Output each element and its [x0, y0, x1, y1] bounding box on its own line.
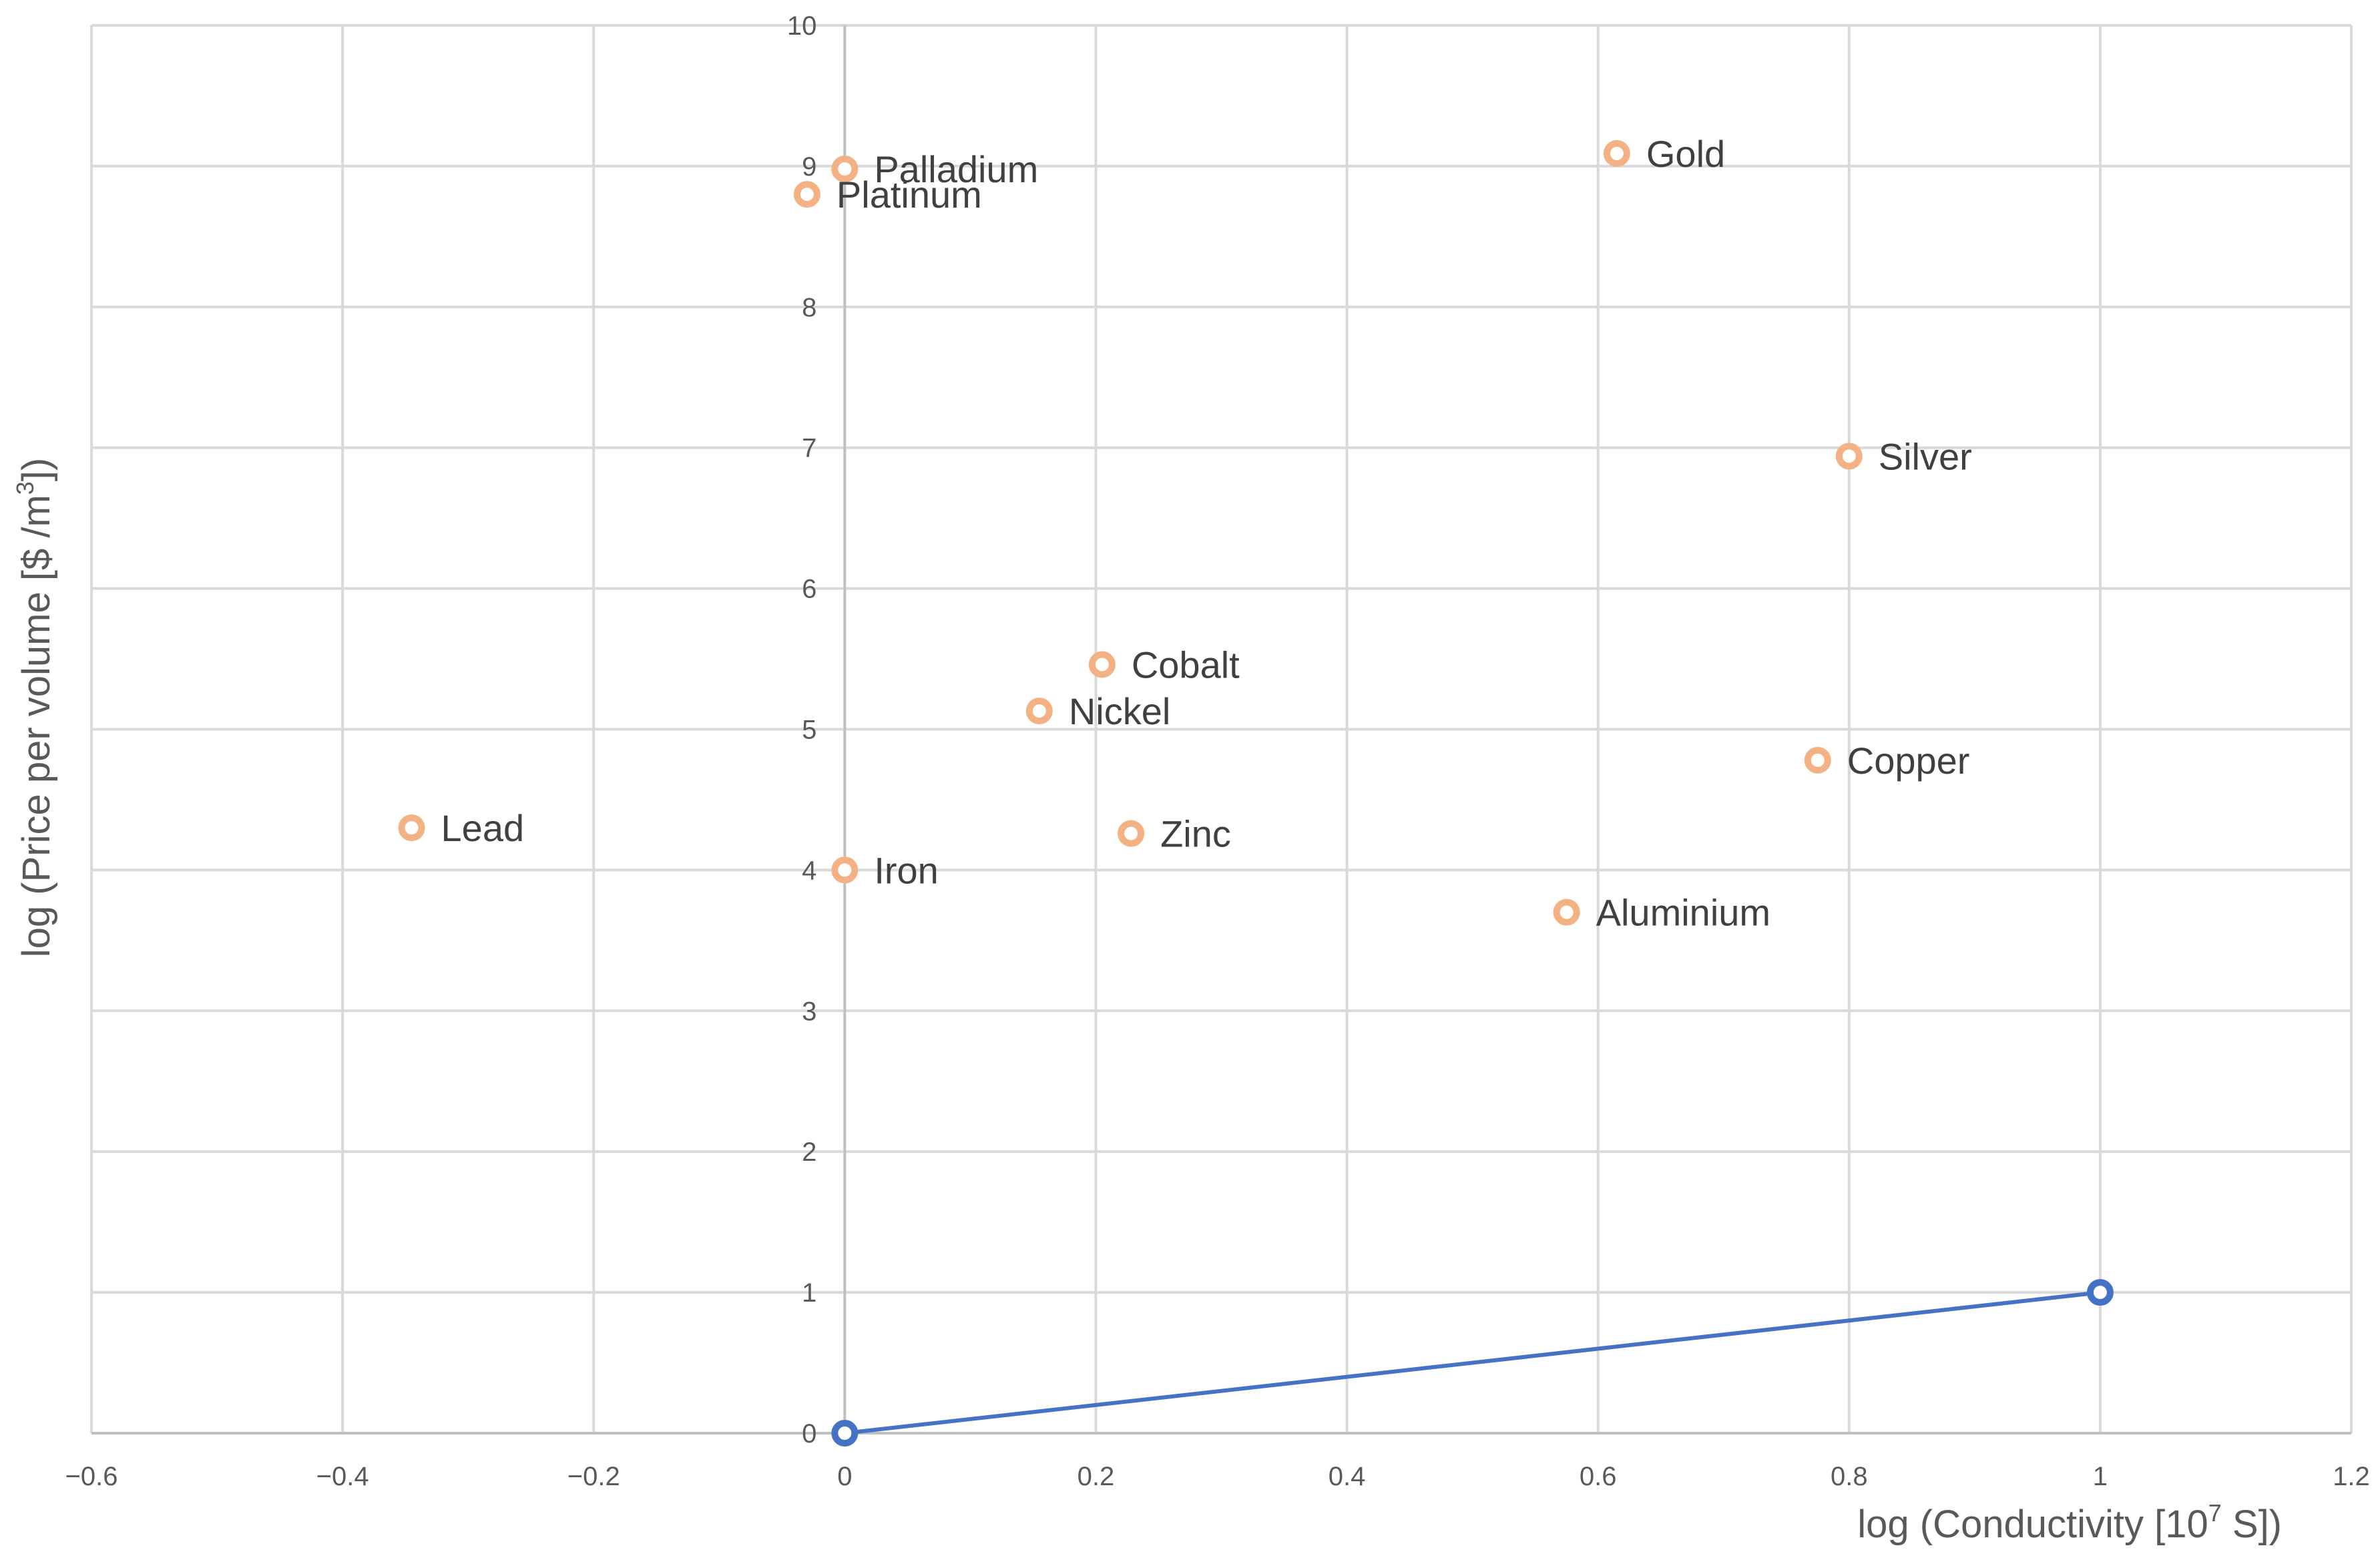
y-tick-label: 9 — [802, 152, 816, 182]
x-tick-label: 0 — [837, 1462, 852, 1491]
x-tick-label: 1.2 — [2333, 1462, 2370, 1491]
x-tick-label: 0.4 — [1329, 1462, 1366, 1491]
y-tick-label: 7 — [802, 434, 816, 463]
y-tick-label: 6 — [802, 575, 816, 604]
x-tick-label: 0.2 — [1078, 1462, 1115, 1491]
y-tick-label: 5 — [802, 716, 816, 745]
data-label: Zinc — [1160, 813, 1231, 855]
y-tick-label: 3 — [802, 997, 816, 1026]
x-tick-label: −0.2 — [567, 1462, 620, 1491]
data-point — [831, 1420, 859, 1447]
data-point — [831, 856, 859, 884]
data-label: Palladium — [874, 148, 1038, 190]
x-axis-title: log (Conductivity [107 S]) — [1857, 1499, 2282, 1546]
x-tick-label: −0.4 — [316, 1462, 369, 1491]
data-point — [1804, 746, 1831, 774]
data-point — [1025, 698, 1053, 725]
x-tick-labels: −0.6 −0.4 −0.2 0 0.2 0.4 0.6 0.8 1 1.2 — [65, 1462, 2370, 1491]
data-label: Copper — [1847, 740, 1970, 782]
x-tick-label: 0.6 — [1580, 1462, 1617, 1491]
x-tick-label: 0.8 — [1831, 1462, 1868, 1491]
axes — [91, 25, 2351, 1435]
x-tick-label: 1 — [2093, 1462, 2108, 1491]
data-label: Gold — [1646, 133, 1725, 175]
data-label: Iron — [874, 849, 939, 891]
data-label: Platinum — [837, 174, 982, 216]
blue-series-line — [844, 1290, 2101, 1435]
y-tick-label: 1 — [802, 1278, 816, 1308]
data-point — [1118, 820, 1145, 847]
data-label: Nickel — [1069, 690, 1170, 732]
data-point — [2086, 1279, 2114, 1306]
y-axis-title: log (Price per volume [$ /m3]) — [11, 458, 58, 958]
y-tick-label: 0 — [802, 1419, 816, 1449]
data-label: Cobalt — [1132, 643, 1240, 686]
x-tick-label: −0.6 — [65, 1462, 118, 1491]
data-point — [1088, 651, 1116, 678]
data-point — [1835, 443, 1863, 470]
y-tick-labels: 0 1 2 3 4 5 6 7 8 9 10 — [787, 11, 817, 1449]
data-point — [831, 156, 859, 183]
data-point — [1553, 898, 1580, 926]
horizontal-gridlines — [91, 24, 2351, 1294]
data-point — [1603, 140, 1630, 167]
y-tick-label: 4 — [802, 856, 816, 885]
y-tick-label: 10 — [787, 11, 817, 41]
data-label: Silver — [1879, 435, 1972, 477]
data-points — [398, 140, 2114, 1447]
data-point — [398, 814, 425, 842]
series-line-segment — [844, 1290, 2101, 1435]
data-label: Lead — [441, 807, 525, 849]
data-point — [793, 181, 820, 208]
y-tick-label: 8 — [802, 293, 816, 322]
data-label: Aluminium — [1596, 892, 1770, 934]
y-tick-label: 2 — [802, 1137, 816, 1167]
